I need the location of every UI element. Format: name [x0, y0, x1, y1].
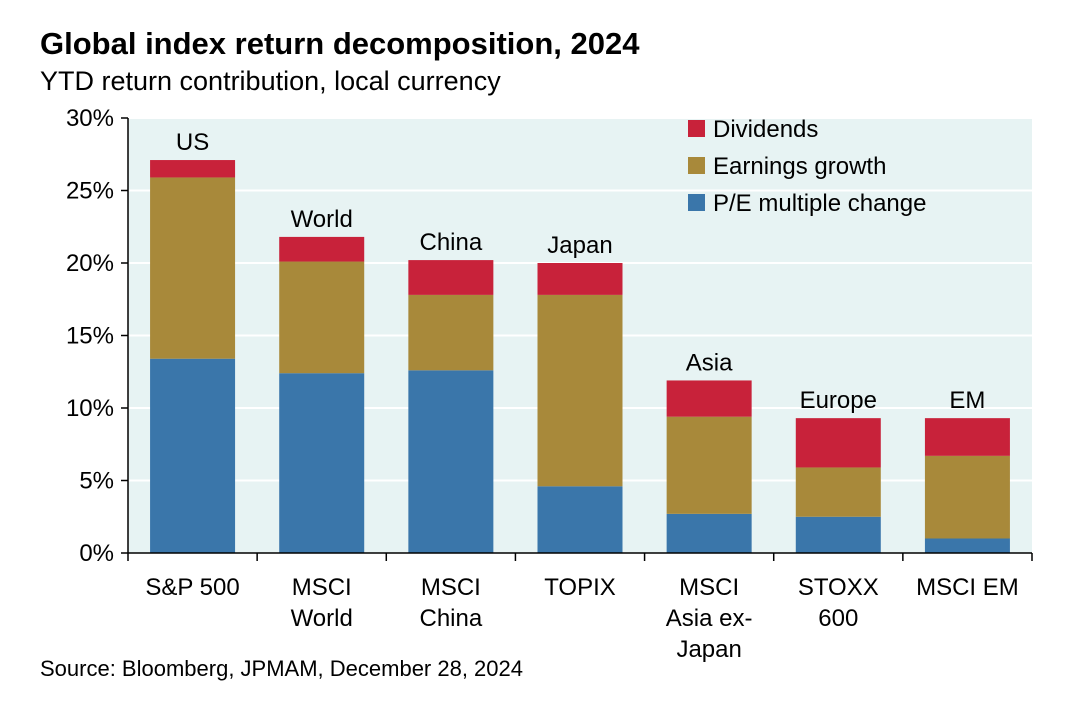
- bar-dividends-6: [795, 418, 881, 468]
- chart-title: Global index return decomposition, 2024: [40, 26, 640, 61]
- y-tick-label-20: 20%: [66, 250, 114, 277]
- x-tick-label-3-line-1: MSCI: [421, 574, 481, 601]
- bar-earnings-growth-1: [150, 177, 236, 359]
- x-tick-label-4: TOPIX: [544, 574, 616, 601]
- bar-earnings-growth-4: [537, 294, 623, 487]
- x-tick-label-5-line-3: Japan: [676, 636, 741, 663]
- bar-label-7: EM: [949, 387, 985, 414]
- x-tick-label-4-line-1: TOPIX: [544, 574, 616, 601]
- y-tick-labels: 0% 5% 10% 15% 20% 25% 30%: [66, 105, 114, 567]
- bars: [150, 160, 1010, 553]
- bar-p-e-multiple-change-1: [150, 358, 236, 553]
- legend-swatch-earnings-growth: [688, 157, 705, 174]
- x-tick-labels: S&P 500 MSCI World MSCI China TOPIX MSCI Asia e…: [145, 574, 1018, 663]
- bar-earnings-growth-5: [666, 416, 752, 514]
- bar-dividends-1: [150, 160, 236, 178]
- x-tick-label-3-line-2: China: [419, 605, 482, 632]
- bar-dividends-5: [666, 380, 752, 417]
- x-tick-label-5-line-1: MSCI: [679, 574, 739, 601]
- bar-dividends-3: [408, 260, 494, 295]
- legend: Dividends Earnings growth P/E multiple cha…: [688, 116, 926, 217]
- bar-dividends-7: [924, 418, 1010, 456]
- x-tick-label-1-line-1: S&P 500: [145, 574, 239, 601]
- legend-label-dividends: Dividends: [713, 116, 818, 143]
- x-tick-label-1: S&P 500: [145, 574, 239, 601]
- source-note: Source: Bloomberg, JPMAM, December 28, 2…: [40, 656, 524, 681]
- bar-p-e-multiple-change-4: [537, 486, 623, 553]
- y-tick-label-10: 10%: [66, 395, 114, 422]
- y-tick-label-25: 25%: [66, 178, 114, 205]
- bar-label-3: China: [419, 229, 482, 256]
- bar-labels: US World China Japan Asia Europe EM: [176, 129, 986, 414]
- bar-earnings-growth-6: [795, 467, 881, 517]
- bar-earnings-growth-3: [408, 294, 494, 371]
- bar-p-e-multiple-change-3: [408, 370, 494, 553]
- x-tick-label-2: MSCI World: [291, 574, 353, 632]
- x-tick-label-6-line-1: STOXX: [798, 574, 879, 601]
- x-tick-label-5: MSCI Asia ex- Japan: [666, 574, 753, 663]
- bar-p-e-multiple-change-2: [279, 373, 365, 553]
- bar-p-e-multiple-change-7: [924, 538, 1010, 553]
- legend-label-p-e-multiple-change: P/E multiple change: [713, 190, 926, 217]
- bar-dividends-4: [537, 263, 623, 295]
- x-tick-label-3: MSCI China: [419, 574, 482, 632]
- axes: [121, 117, 1033, 561]
- x-tick-label-7: MSCI EM: [916, 574, 1019, 601]
- y-tick-label-5: 5%: [79, 468, 114, 495]
- y-tick-label-30: 30%: [66, 105, 114, 132]
- bar-label-1: US: [176, 129, 209, 156]
- legend-swatch-p-e-multiple-change: [688, 194, 705, 211]
- bar-label-6: Europe: [800, 387, 877, 414]
- bar-earnings-growth-7: [924, 455, 1010, 539]
- x-tick-label-6: STOXX 600: [798, 574, 879, 632]
- x-tick-label-6-line-2: 600: [818, 605, 858, 632]
- bar-label-4: Japan: [547, 232, 612, 259]
- bar-dividends-2: [279, 236, 365, 262]
- bar-label-5: Asia: [686, 349, 733, 376]
- x-tick-label-2-line-1: MSCI: [292, 574, 352, 601]
- bar-p-e-multiple-change-5: [666, 513, 752, 553]
- chart-subtitle: YTD return contribution, local currency: [40, 66, 501, 96]
- legend-swatch-dividends: [688, 120, 705, 137]
- x-tick-label-7-line-1: MSCI EM: [916, 574, 1019, 601]
- x-tick-label-5-line-2: Asia ex-: [666, 605, 753, 632]
- bar-label-2: World: [291, 206, 353, 233]
- y-tick-label-0: 0%: [79, 540, 114, 567]
- x-tick-label-2-line-2: World: [291, 605, 353, 632]
- bar-p-e-multiple-change-6: [795, 516, 881, 553]
- legend-label-earnings-growth: Earnings growth: [713, 153, 886, 180]
- y-tick-label-15: 15%: [66, 323, 114, 350]
- bar-earnings-growth-2: [279, 261, 365, 374]
